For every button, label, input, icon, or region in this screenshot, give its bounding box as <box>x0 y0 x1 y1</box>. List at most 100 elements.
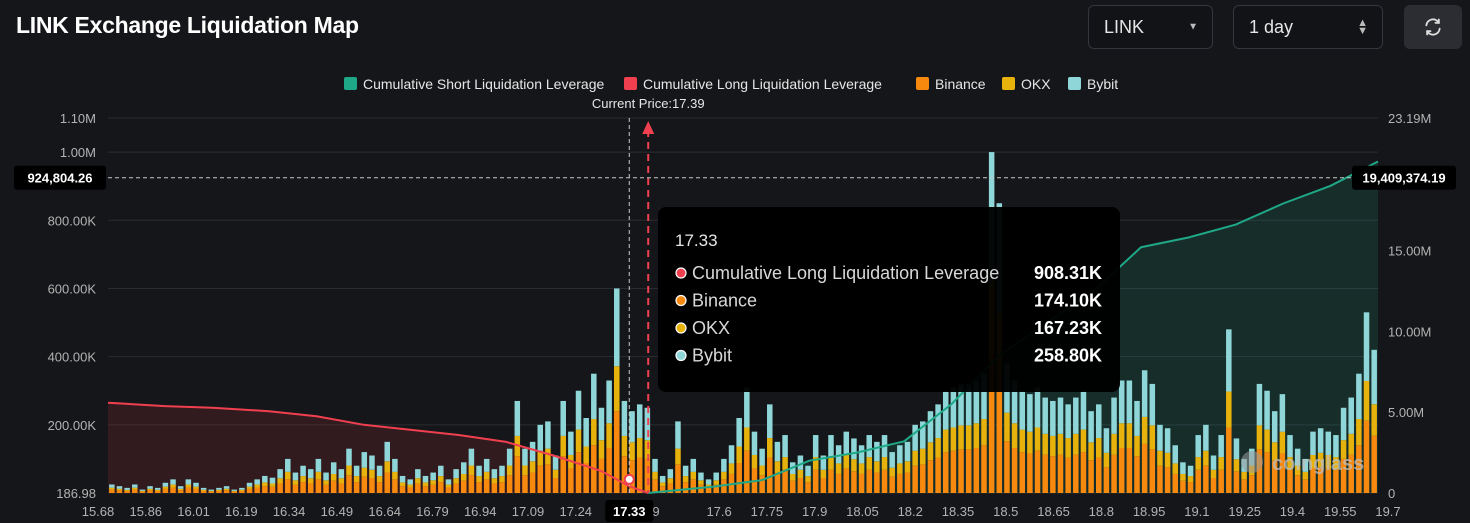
bar-bybit <box>636 404 643 439</box>
bar-okx <box>1203 450 1209 466</box>
bar-binance <box>965 449 972 493</box>
bar-bybit <box>629 411 635 443</box>
bar-bybit <box>491 469 498 479</box>
bar-bybit <box>1218 435 1224 458</box>
bar-okx <box>721 471 727 480</box>
bar-binance <box>621 456 628 493</box>
bar-bybit <box>506 448 513 466</box>
bar-bybit <box>1294 448 1301 466</box>
x-tick-label: 18.2 <box>898 504 923 519</box>
bar-bybit <box>721 458 727 472</box>
bar-bybit <box>621 400 628 436</box>
x-tick-label: 17.75 <box>751 504 784 519</box>
bar-bybit <box>514 400 521 436</box>
tooltip-dot <box>675 349 687 362</box>
bar-bybit <box>499 465 505 477</box>
bar-binance <box>652 479 658 493</box>
bar-okx <box>162 486 169 489</box>
refresh-button[interactable] <box>1404 5 1462 49</box>
bar-okx <box>1164 452 1171 468</box>
bar-bybit <box>606 380 612 424</box>
bar-binance <box>369 478 375 493</box>
bar-bybit <box>277 469 283 479</box>
bar-binance <box>262 486 268 493</box>
bar-okx <box>820 469 827 478</box>
bar-bybit <box>1187 465 1194 477</box>
bar-bybit <box>162 482 169 487</box>
bar-binance <box>269 486 276 493</box>
bar-binance <box>1172 473 1179 493</box>
bar-okx <box>598 440 605 459</box>
bar-bybit <box>1134 400 1140 436</box>
bar-okx <box>193 486 199 489</box>
bar-okx <box>1172 463 1179 474</box>
bar-bybit <box>1019 390 1025 430</box>
legend-swatch <box>344 77 357 90</box>
tooltip-series-value: 174.10K <box>1034 291 1102 311</box>
bar-binance <box>1302 479 1309 493</box>
bar-binance <box>598 458 605 493</box>
bar-binance <box>307 483 314 493</box>
bar-binance <box>124 490 130 493</box>
bar-binance <box>682 482 689 493</box>
bar-bybit <box>139 489 146 491</box>
bar-binance <box>973 448 980 493</box>
bar-bybit <box>866 435 872 458</box>
bar-bybit <box>285 458 291 472</box>
bar-bybit <box>1141 370 1148 417</box>
bar-bybit <box>889 452 895 468</box>
bar-binance <box>216 490 222 493</box>
bar-bybit <box>728 445 735 464</box>
bar-binance <box>568 468 574 493</box>
bar-binance <box>1333 469 1339 493</box>
bar-bybit <box>1325 431 1332 455</box>
bar-binance <box>759 475 765 493</box>
bar-binance <box>1264 452 1270 493</box>
tooltip-series-name: Binance <box>692 291 757 311</box>
bar-bybit <box>216 487 222 490</box>
bar-okx <box>1310 454 1316 469</box>
bar-binance <box>392 479 398 493</box>
bar-okx <box>751 454 758 469</box>
x-tick-label: 19.1 <box>1184 504 1209 519</box>
bar-binance <box>690 479 697 493</box>
crosshair-x-label: 17.33 <box>613 504 646 519</box>
bar-bybit <box>1226 329 1232 392</box>
bar-bybit <box>483 458 490 472</box>
bar-binance <box>384 472 390 493</box>
bar-bybit <box>1348 397 1354 434</box>
y-left-tick-label: 800.00K <box>48 213 97 228</box>
bar-okx <box>399 482 406 487</box>
bar-binance <box>193 488 199 493</box>
bar-bybit <box>965 383 972 426</box>
bar-binance <box>1249 475 1255 493</box>
period-select[interactable]: 1 day ▲ ▼ <box>1233 5 1383 49</box>
bar-binance <box>782 469 788 493</box>
bar-okx <box>1264 429 1270 453</box>
bar-binance <box>422 486 429 493</box>
bar-okx <box>927 442 934 461</box>
bar-binance <box>1226 427 1232 493</box>
bar-okx <box>269 483 276 487</box>
bar-bybit <box>338 469 345 479</box>
bar-bybit <box>545 421 551 449</box>
bar-bybit <box>1164 428 1171 453</box>
bar-okx <box>430 480 436 485</box>
bar-binance <box>636 457 643 493</box>
bar-okx <box>614 366 620 412</box>
bar-okx <box>560 435 566 457</box>
bar-okx <box>1302 471 1309 480</box>
bar-okx <box>1287 457 1293 470</box>
bar-binance <box>1356 445 1362 493</box>
bar-okx <box>1241 471 1247 480</box>
bar-binance <box>361 476 368 493</box>
bar-okx <box>499 476 505 483</box>
crosshair-right-label: 19,409,374.19 <box>1362 171 1445 186</box>
bar-okx <box>132 487 138 490</box>
bar-bybit <box>1149 383 1156 426</box>
bar-bybit <box>950 387 957 428</box>
bar-bybit <box>912 424 918 451</box>
bar-bybit <box>560 400 566 436</box>
symbol-select[interactable]: LINK ▼ <box>1088 5 1213 49</box>
bar-okx <box>1050 435 1056 457</box>
